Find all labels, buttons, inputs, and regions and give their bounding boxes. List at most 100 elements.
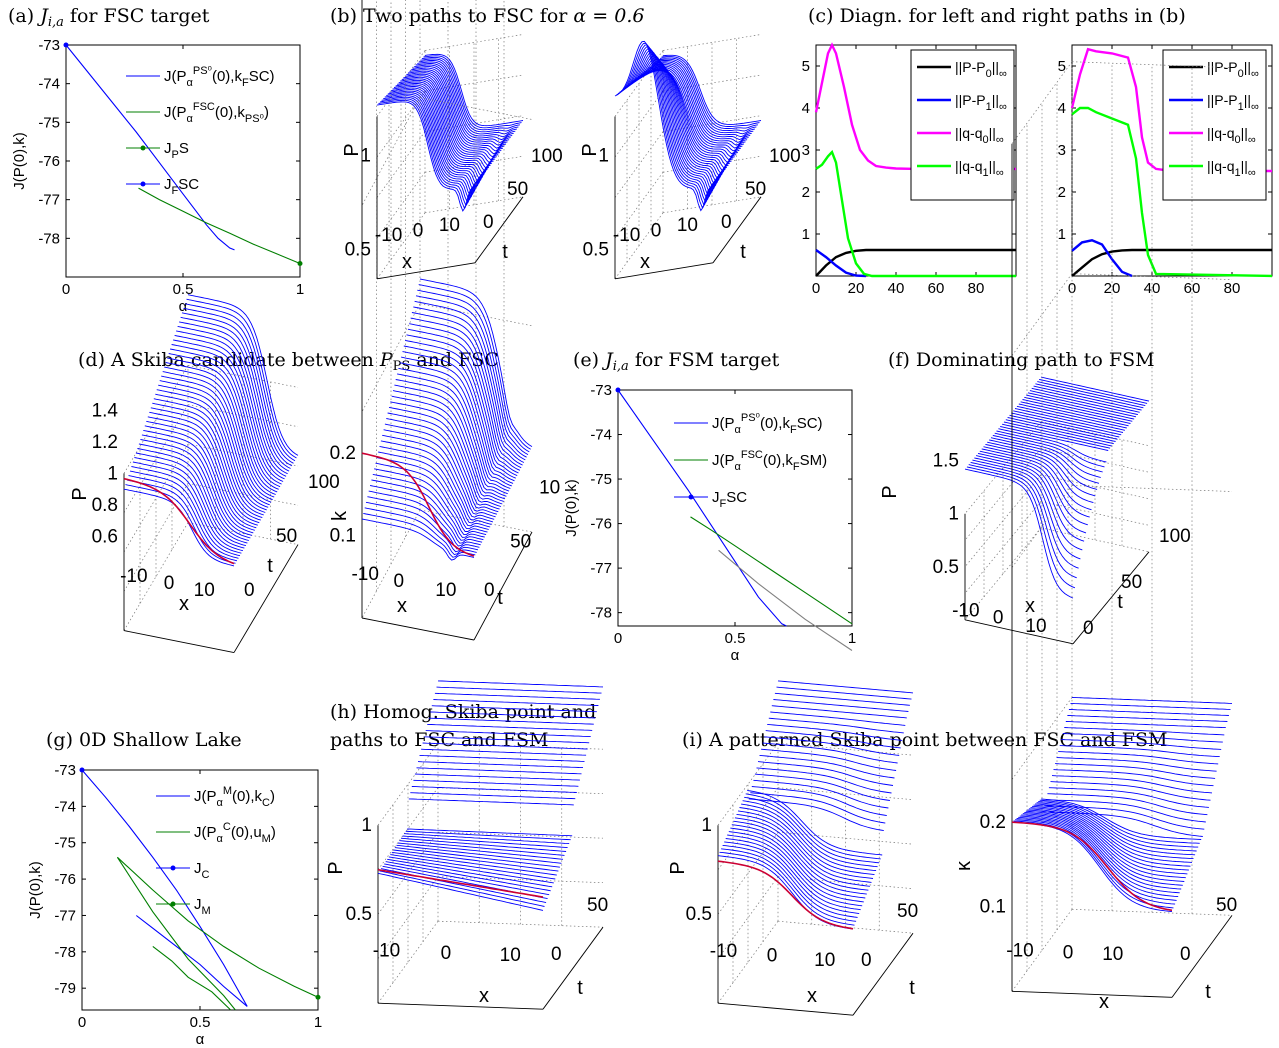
- x-axis-label: x: [179, 593, 189, 615]
- series-line: [117, 856, 319, 998]
- surface-curve: [383, 429, 496, 518]
- series-line: [1070, 47, 1272, 173]
- surface-curve: [733, 820, 869, 891]
- box-gridline: [1011, 485, 1073, 568]
- surface-curve: [407, 828, 573, 837]
- surface-curve: [386, 92, 485, 195]
- surface-curve: [1016, 405, 1125, 431]
- series-line: [815, 248, 1016, 277]
- box-gridline: [1071, 273, 1233, 280]
- skiba-path-curve: [123, 477, 235, 565]
- y-axis-label: J(P(0),k): [11, 132, 28, 190]
- box-gridline: [1040, 421, 1150, 447]
- surface-curve: [765, 730, 901, 749]
- surface-curve: [1009, 414, 1118, 440]
- data-point: [297, 260, 303, 266]
- series-line: [718, 549, 853, 651]
- legend-label: J(PαPS⁰(0),kFSC): [712, 412, 823, 436]
- surface-curve: [161, 375, 272, 503]
- z-tick-label: 0.2: [980, 812, 1006, 833]
- y-tick-label: 2: [802, 184, 810, 201]
- y-tick-label: 4: [802, 100, 810, 117]
- surface-curve: [387, 90, 486, 192]
- axes-box: [617, 389, 853, 627]
- surface-curve: [367, 496, 480, 550]
- surface-curve: [641, 69, 740, 163]
- axis-line: [233, 544, 299, 653]
- legend-label: JM: [194, 896, 211, 917]
- surface-curve: [658, 58, 757, 132]
- surface-curve: [155, 393, 266, 513]
- y-tick-label: 50: [587, 895, 608, 916]
- box-gridline: [376, 90, 426, 158]
- axis-line: [542, 926, 604, 1010]
- x-tick-label: 0: [413, 220, 424, 241]
- surface-curve: [1011, 412, 1120, 438]
- x-tick-label: -10: [375, 225, 402, 246]
- z-axis-label: P: [579, 143, 601, 156]
- surface-curve: [384, 93, 483, 198]
- surface-curve: [1022, 399, 1131, 424]
- surface-curve: [171, 344, 282, 485]
- surface-curve: [757, 761, 894, 786]
- surface-curve: [162, 371, 273, 501]
- surface-curve: [167, 357, 278, 493]
- box-gridline: [777, 920, 914, 934]
- surface-curve: [385, 861, 551, 892]
- axis-line: [361, 617, 475, 641]
- surface-curve: [751, 786, 887, 817]
- surface-curve: [394, 384, 507, 497]
- surface-curve: [616, 42, 715, 209]
- box-gridline: [1011, 273, 1073, 356]
- data-point: [615, 387, 621, 393]
- axis-line: [377, 1002, 544, 1010]
- surface-curve: [1029, 390, 1138, 416]
- surface-curve: [427, 723, 593, 731]
- surface-curve: [399, 362, 512, 487]
- surface-curve: [391, 851, 557, 876]
- y-tick-label: -78: [590, 605, 612, 622]
- data-point: [63, 42, 69, 48]
- box-gridline: [187, 443, 299, 467]
- surface-curve: [652, 63, 751, 143]
- surface-curve: [187, 294, 299, 456]
- x-axis-label: x: [640, 251, 650, 273]
- surface-curve: [721, 848, 857, 922]
- legend-label: J(PαC(0),uM): [194, 821, 276, 845]
- y-tick-label: 100: [1159, 526, 1191, 547]
- series-line: [617, 389, 787, 627]
- surface-curve: [1013, 820, 1174, 909]
- legend-label: JFSC: [164, 176, 199, 197]
- legend-label: JPS: [164, 140, 189, 161]
- x-axis-label: α: [179, 298, 188, 315]
- legend-label: ||q-q0||∞: [955, 125, 1004, 146]
- y-tick-label: 1: [1058, 226, 1066, 243]
- x-tick-label: -10: [613, 225, 640, 246]
- series-line: [152, 945, 232, 1011]
- surface-curve: [1042, 811, 1203, 837]
- surface-curve: [417, 61, 516, 138]
- surface-curve: [401, 837, 567, 852]
- panel-f-title: (f) Dominating path to FSM: [888, 349, 1155, 371]
- surface-curve: [424, 53, 524, 127]
- legend-box: [910, 49, 1015, 201]
- y-tick-label: -74: [54, 798, 76, 815]
- y-tick-label: 0: [721, 212, 732, 233]
- surface-curve: [1050, 781, 1211, 801]
- y-tick-label: 4: [1058, 100, 1066, 117]
- surface-curve: [1035, 803, 1196, 856]
- y-tick-label: 5: [802, 58, 810, 75]
- surface-curve: [423, 55, 522, 129]
- surface-curve: [397, 373, 510, 492]
- surface-curve: [126, 479, 238, 562]
- y-tick-label: 0: [1083, 618, 1094, 639]
- surface-curve: [388, 856, 554, 884]
- y-tick-label: 5: [1058, 58, 1066, 75]
- surface-curve: [410, 317, 523, 466]
- surface-curve: [383, 95, 482, 201]
- surface-curve: [624, 51, 723, 195]
- x-axis-label: α: [731, 647, 740, 664]
- surface-curve: [741, 803, 877, 872]
- y-tick-label: 50: [276, 526, 297, 547]
